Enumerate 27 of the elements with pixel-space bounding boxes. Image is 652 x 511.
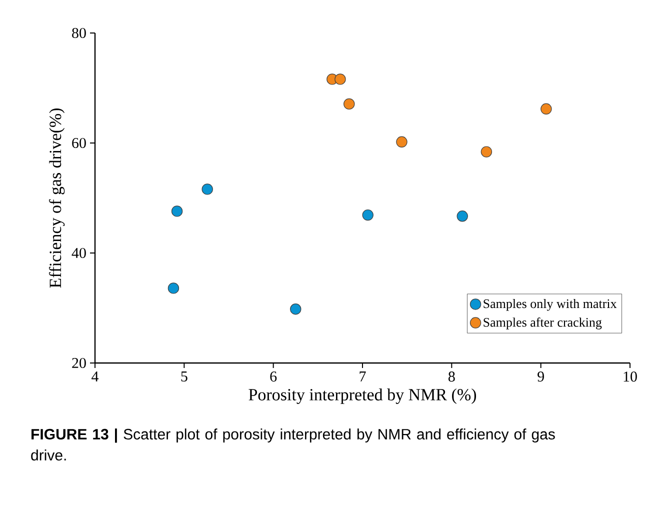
point <box>171 206 183 217</box>
y-tick-label: 60 <box>72 138 86 148</box>
text: FIGURE 13 | Scatter plot of porosity interpreted by NMR and efficiency of gas drive. <box>31 428 555 461</box>
point <box>480 146 492 158</box>
x-axis-title: Porosity interpreted by NMR (%) <box>248 388 476 404</box>
y-tick-label: 20 <box>72 358 86 368</box>
x-tick-label: 5 <box>181 372 188 382</box>
x-tick-label: 6 <box>270 372 277 382</box>
y-tick-label: 80 <box>72 28 86 38</box>
x-tick-label: 10 <box>624 372 637 382</box>
point <box>168 282 180 294</box>
x-tick-label: 8 <box>448 372 455 382</box>
point <box>540 103 552 115</box>
point <box>362 209 374 221</box>
point <box>344 98 355 110</box>
y-axis-title: Efficiency of gas drive(%) <box>49 108 65 288</box>
x-tick-label: 9 <box>538 372 544 382</box>
point <box>202 184 213 195</box>
legend-label: Samples after cracking <box>484 317 602 330</box>
point <box>456 210 468 222</box>
point <box>334 74 346 85</box>
x-tick-label: 4 <box>92 372 99 382</box>
x-tick-label: 7 <box>360 372 366 382</box>
legend-label: Samples only with matrix <box>484 298 617 311</box>
point <box>290 304 302 315</box>
y-tick-label: 40 <box>72 248 86 258</box>
point <box>396 136 408 148</box>
